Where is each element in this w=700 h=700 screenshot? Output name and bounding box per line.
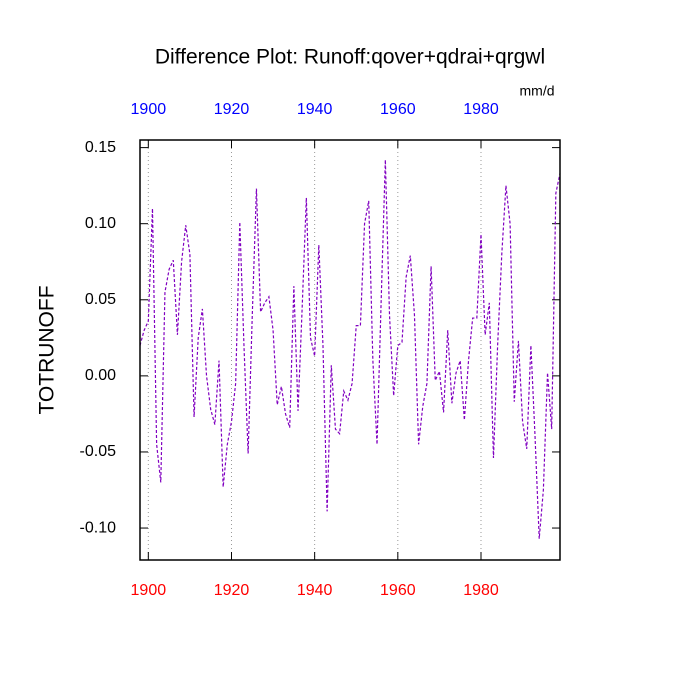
y-tick-label: 0.05 <box>85 291 116 308</box>
y-axis-label: TOTRUNOFF <box>36 285 59 414</box>
chart-title: Difference Plot: Runoff:qover+qdrai+qrgw… <box>155 46 545 69</box>
data-line <box>139 159 561 539</box>
y-tick-label: 0.10 <box>85 215 116 232</box>
y-tick-label: 0.00 <box>85 367 116 384</box>
x-tick-label: 1960 <box>380 582 416 599</box>
plot-frame <box>139 139 561 561</box>
x-tick-label: 1920 <box>214 582 250 599</box>
x-tick-label: 1900 <box>131 582 167 599</box>
units-label: mm/d <box>520 83 555 99</box>
x-top-tick-label: 1960 <box>380 101 416 118</box>
x-top-tick-label: 1940 <box>297 101 333 118</box>
x-top-tick-label: 1920 <box>214 101 250 118</box>
x-top-tick-label: 1980 <box>463 101 499 118</box>
x-tick-label: 1940 <box>297 582 333 599</box>
x-top-tick-label: 1900 <box>131 101 167 118</box>
x-tick-label: 1980 <box>463 582 499 599</box>
y-tick-label: -0.10 <box>80 519 117 536</box>
y-tick-label: 0.15 <box>85 139 116 156</box>
y-tick-label: -0.05 <box>80 443 117 460</box>
